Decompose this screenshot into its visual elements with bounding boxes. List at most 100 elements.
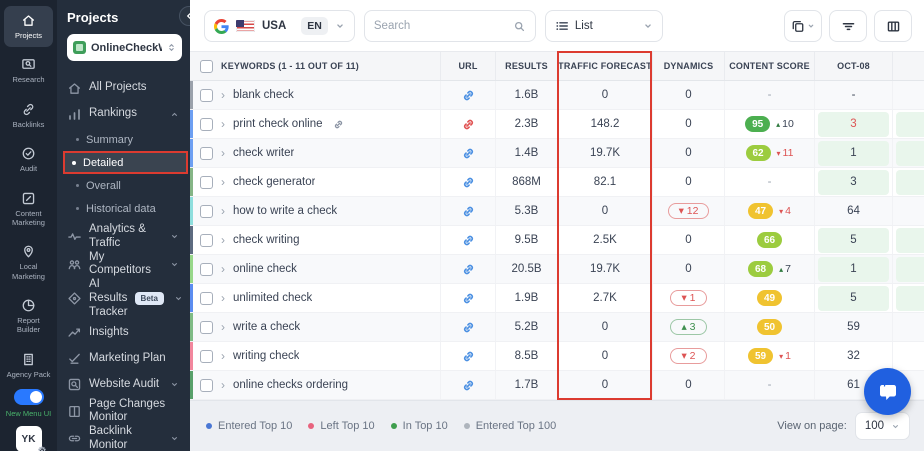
row-checkbox[interactable] (200, 117, 213, 131)
content-score-badge: 95 (745, 116, 771, 132)
sidebar-item-insights[interactable]: Insights (67, 320, 182, 346)
link-icon (461, 291, 476, 306)
bullet-icon (72, 160, 76, 165)
url-cell[interactable] (440, 168, 495, 196)
rail-item-research[interactable]: Research (4, 50, 53, 91)
expand-chevron-icon[interactable]: › (221, 349, 225, 363)
home-icon (21, 13, 36, 28)
rail-item-label: Projects (14, 31, 43, 40)
link-icon (461, 233, 476, 248)
url-cell[interactable] (440, 110, 495, 138)
row-checkbox[interactable] (200, 320, 213, 334)
url-cell[interactable] (440, 226, 495, 254)
expand-chevron-icon[interactable]: › (221, 262, 225, 276)
rail-item-audit[interactable]: Audit (4, 139, 53, 180)
rank-status-marker (190, 284, 193, 312)
search-input[interactable] (373, 20, 494, 32)
row-checkbox[interactable] (200, 262, 213, 276)
sidebar-item-website-audit[interactable]: Website Audit (67, 372, 182, 398)
row-checkbox[interactable] (200, 146, 213, 160)
project-selector[interactable]: OnlineCheckWriter (67, 34, 182, 61)
link-icon (461, 204, 476, 219)
expand-chevron-icon[interactable]: › (221, 233, 225, 247)
dynamics-pill: ▾ 12 (667, 203, 710, 219)
rail-item-backlinks[interactable]: Backlinks (4, 95, 53, 136)
results-cell: 1.7B (495, 371, 557, 399)
user-avatar[interactable]: YK ⚙ (15, 426, 47, 451)
date-cell-value: 59 (847, 321, 860, 333)
expand-chevron-icon[interactable]: › (221, 291, 225, 305)
chat-widget-button[interactable] (864, 368, 911, 415)
sidebar-item-backlink-monitor[interactable]: Backlink Monitor (67, 425, 182, 451)
expand-chevron-icon[interactable]: › (221, 378, 225, 392)
sidebar-menu: All Projects Rankings Summary Detailed O… (63, 75, 188, 451)
row-checkbox[interactable] (200, 291, 213, 305)
sidebar-item-marketing-plan[interactable]: Marketing Plan (67, 346, 182, 372)
date-cell-value: 3 (850, 118, 857, 130)
url-cell[interactable] (440, 81, 495, 109)
results-cell: 5.3B (495, 197, 557, 225)
filter-button[interactable] (829, 10, 867, 42)
sidebar-subitem-overall[interactable]: Overall (67, 174, 182, 197)
sidebar-item-analytics-traffic[interactable]: Analytics & Traffic (67, 223, 182, 251)
dynamics-cell: 0 (652, 255, 724, 283)
row-checkbox[interactable] (200, 204, 213, 218)
sidebar-item-my-competitors[interactable]: My Competitors (67, 251, 182, 279)
expand-chevron-icon[interactable]: › (221, 117, 225, 131)
rail-item-projects[interactable]: Projects (4, 6, 53, 48)
rail-item-local-marketing[interactable]: Local Marketing (4, 237, 53, 288)
results-cell: 1.4B (495, 139, 557, 167)
row-checkbox[interactable] (200, 233, 213, 247)
sidebar-subitem-summary[interactable]: Summary (67, 128, 182, 151)
date-cell: 32 (814, 342, 892, 370)
expand-chevron-icon[interactable]: › (221, 88, 225, 102)
row-checkbox[interactable] (200, 175, 213, 189)
url-cell[interactable] (440, 313, 495, 341)
expand-chevron-icon[interactable]: › (221, 146, 225, 160)
row-checkbox[interactable] (200, 349, 213, 363)
sidebar-item-ai-results-tracker[interactable]: AI Results Tracker Beta (67, 278, 182, 319)
row-checkbox[interactable] (200, 378, 213, 392)
rail-item-content-marketing[interactable]: Content Marketing (4, 184, 53, 235)
sidebar-subitem-label: Detailed (83, 156, 124, 169)
legend-label: Entered Top 100 (475, 420, 557, 432)
sidebar-subitem-historical-data[interactable]: Historical data (67, 197, 182, 220)
expand-chevron-icon[interactable]: › (221, 175, 225, 189)
url-cell[interactable] (440, 139, 495, 167)
search-field[interactable] (363, 10, 536, 42)
sidebar-item-page-changes-monitor[interactable]: Page Changes Monitor (67, 398, 182, 426)
columns-button[interactable] (874, 10, 912, 42)
url-cell[interactable] (440, 342, 495, 370)
url-cell[interactable] (440, 371, 495, 399)
icon-rail: Projects Research Backlinks Audit Conten… (0, 0, 57, 451)
expand-chevron-icon[interactable]: › (221, 320, 225, 334)
header-dynamics: DYNAMICS (652, 52, 724, 80)
rank-status-marker (190, 313, 193, 341)
toolbar: USA EN List (190, 0, 924, 51)
url-cell[interactable] (440, 284, 495, 312)
next-date-partial-cell (892, 110, 924, 138)
url-cell[interactable] (440, 255, 495, 283)
content-score-change: ▾ 4 (779, 205, 791, 217)
expand-chevron-icon[interactable]: › (221, 204, 225, 218)
row-checkbox[interactable] (200, 88, 213, 102)
rank-status-marker (190, 226, 193, 254)
sidebar-subitem-detailed[interactable]: Detailed (63, 151, 188, 174)
page-changes-icon (67, 404, 82, 419)
view-mode-dropdown[interactable]: List (544, 10, 663, 42)
export-button[interactable] (784, 10, 822, 42)
new-menu-toggle[interactable] (13, 389, 44, 406)
rail-item-report-builder[interactable]: Report Builder (4, 291, 53, 342)
table-row: › online check 20.5B 19.7K 0 68 ▴ 7 1 (190, 255, 924, 284)
date-cell: 1 (814, 255, 892, 283)
local-marketing-icon (21, 244, 36, 259)
rail-item-agency-pack[interactable]: Agency Pack (4, 345, 53, 386)
rankings-icon (67, 107, 82, 122)
sidebar-subitem-label: Historical data (86, 202, 156, 215)
select-all-checkbox[interactable] (200, 59, 213, 73)
url-cell[interactable] (440, 197, 495, 225)
sidebar-item-rankings[interactable]: Rankings (67, 101, 182, 127)
sidebar-item-all-projects[interactable]: All Projects (67, 75, 182, 101)
search-engine-selector[interactable]: USA EN (204, 10, 355, 42)
page-size-select[interactable]: 100 (854, 412, 910, 440)
